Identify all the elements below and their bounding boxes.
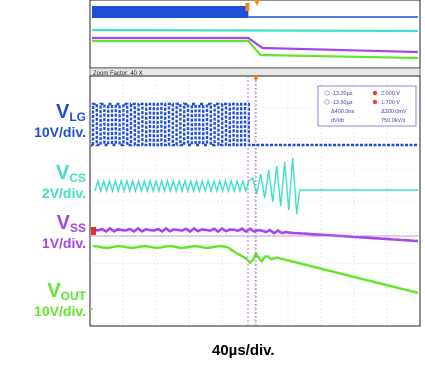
overview-vout-line — [92, 39, 419, 60]
vcs-subscript: CS — [69, 171, 86, 185]
zoomed-traces: ▸▸ — [90, 102, 420, 313]
vss-trace — [92, 226, 419, 243]
vss-marker — [91, 227, 96, 235]
readout-value-4: 750.0kV/s — [381, 118, 406, 124]
readout-value-3: Δ300.0mV — [381, 109, 407, 115]
zoom-trigger-marker — [253, 76, 259, 82]
vout-trace — [92, 244, 419, 295]
channel-label-vss: VSS 1V/div. — [2, 213, 86, 250]
vlg-symbol: V — [55, 101, 70, 123]
overview-trigger-marker — [254, 0, 260, 6]
readout-label-1: -13.20µs — [331, 91, 353, 97]
vlg-scale: 10V/div. — [34, 124, 86, 140]
overview-vcs-line — [91, 28, 419, 33]
readout-value-2: 1.700 V — [381, 100, 400, 106]
channel-label-vout: VOUT 10V/div. — [2, 281, 86, 318]
readout-label-3: Δ400.0ns — [331, 109, 354, 115]
vlg-trace — [91, 102, 418, 147]
readout-label-2: -13.60µs — [331, 100, 353, 106]
vss-subscript: SS — [69, 221, 86, 235]
readout-marker-2 — [324, 99, 330, 105]
overview-traces — [91, 3, 419, 60]
timebase-label: 40µs/div. — [212, 342, 275, 359]
zoom-factor-label: Zoom Factor: 40 X — [93, 71, 143, 77]
vout-ground-marker: ▸ — [90, 306, 94, 313]
overview-vlg-burst — [92, 6, 249, 18]
channel-label-vlg: VLG 10V/div. — [2, 102, 86, 139]
vss-symbol: V — [56, 212, 70, 234]
vcs-symbol: V — [55, 162, 70, 184]
cursor-readout-box: -13.20µs 2.000 V -13.60µs 1.700 V Δ400.0… — [317, 85, 417, 127]
vss-scale: 1V/div. — [41, 235, 86, 251]
vout-symbol: V — [47, 280, 61, 302]
readout-marker-4 — [372, 99, 378, 105]
readout-value-1: 2.000 V — [381, 91, 400, 97]
vout-scale: 10V/div. — [34, 303, 86, 319]
vcs-trace — [94, 157, 418, 215]
vlg-ground-marker: ▸ — [91, 143, 94, 149]
overview-vss-line — [92, 36, 419, 54]
readout-label-4: dV/dt — [331, 118, 344, 124]
readout-marker-3 — [372, 90, 378, 96]
vlg-subscript: LG — [69, 110, 86, 124]
vcs-scale: 2V/div. — [41, 185, 86, 201]
vout-subscript: OUT — [60, 289, 86, 303]
channel-label-vcs: VCS 2V/div. — [2, 163, 86, 200]
overview-event-marker — [245, 3, 250, 11]
readout-marker-1 — [324, 90, 330, 96]
